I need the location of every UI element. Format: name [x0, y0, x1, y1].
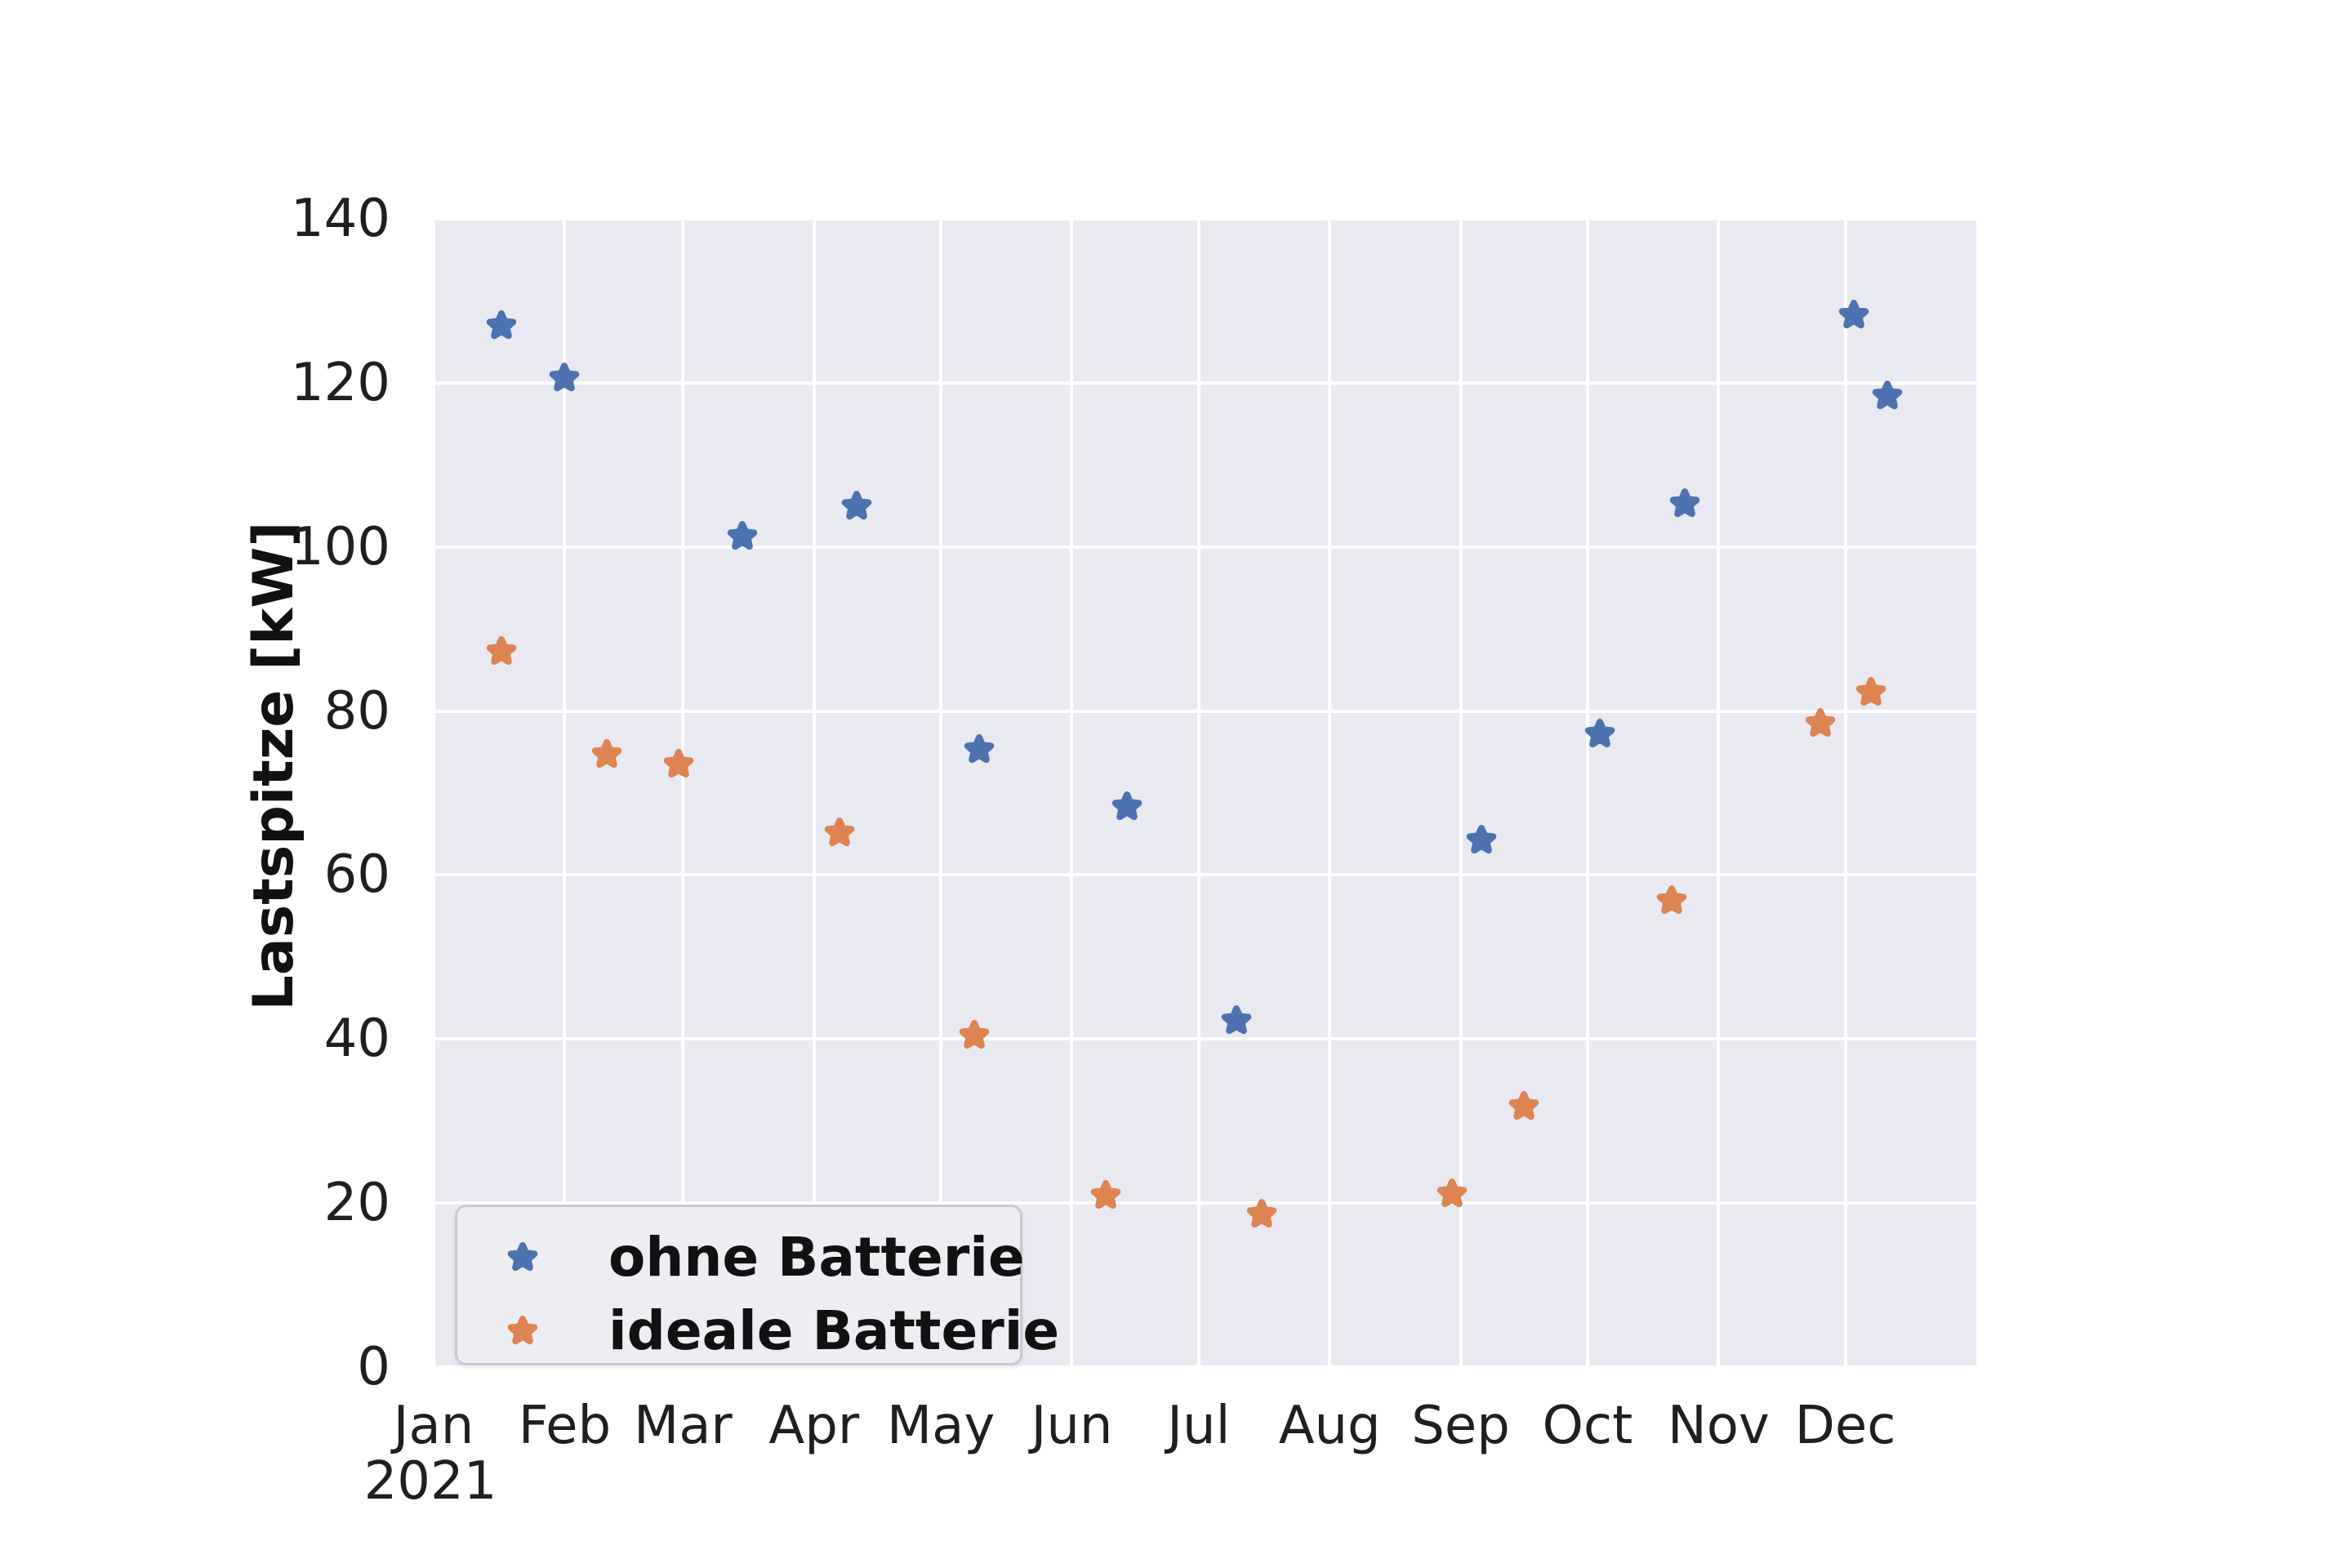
x-tick-label: Feb [518, 1396, 612, 1456]
h-gridline [434, 873, 1976, 877]
data-point-star [822, 815, 858, 851]
legend-item-label: ohne Batterie [608, 1226, 1025, 1289]
y-tick-label: 0 [357, 1337, 390, 1397]
data-point-star [1802, 706, 1838, 742]
h-gridline [434, 1037, 1976, 1041]
v-gridline [563, 219, 567, 1367]
v-gridline [939, 219, 943, 1367]
legend-item-label: ideale Batterie [608, 1299, 1060, 1362]
y-tick-label: 100 [290, 516, 390, 577]
x-tick-label: Jan [393, 1396, 474, 1456]
data-point-star [1869, 378, 1905, 414]
data-point-star [589, 737, 625, 773]
data-point-star [1654, 883, 1690, 919]
data-point-star [1506, 1089, 1542, 1125]
v-gridline [1328, 219, 1332, 1367]
legend-item-ohne-batterie: ohne Batterie [457, 1231, 1025, 1285]
x-tick-label: Aug [1278, 1396, 1381, 1456]
data-point-star [724, 519, 760, 555]
y-tick-label: 140 [290, 189, 390, 249]
data-point-star [483, 634, 519, 670]
data-point-star [1463, 822, 1499, 858]
v-gridline [1717, 219, 1721, 1367]
v-gridline [1459, 219, 1463, 1367]
x-axis-year-label: 2021 [363, 1451, 497, 1512]
x-tick-label: May [886, 1396, 996, 1456]
plot-area [434, 219, 1976, 1367]
h-gridline [434, 1365, 1976, 1367]
data-point-star [546, 360, 582, 396]
data-point-star [1088, 1178, 1124, 1214]
y-tick-label: 20 [323, 1173, 390, 1234]
y-tick-label: 80 [323, 680, 390, 742]
data-point-star [961, 732, 997, 768]
x-tick-label: Apr [768, 1396, 860, 1456]
v-gridline [812, 219, 816, 1367]
v-gridline [434, 219, 435, 1367]
legend-item-ideale-batterie: ideale Batterie [457, 1304, 1059, 1358]
data-point-star [1582, 716, 1618, 752]
data-point-star [1109, 789, 1145, 825]
y-tick-label: 40 [323, 1009, 390, 1070]
h-gridline [434, 709, 1976, 713]
v-gridline [1070, 219, 1074, 1367]
data-point-star [1244, 1196, 1280, 1232]
star-marker-icon [505, 1240, 541, 1276]
v-gridline [1585, 219, 1589, 1367]
x-tick-label: Nov [1667, 1396, 1770, 1456]
data-point-star [1434, 1176, 1470, 1212]
data-point-star [1218, 1003, 1254, 1039]
y-tick-label: 120 [290, 352, 390, 413]
data-point-star [1667, 486, 1703, 522]
v-gridline [681, 219, 685, 1367]
data-point-star [956, 1018, 992, 1054]
x-tick-label: Oct [1542, 1396, 1633, 1456]
x-tick-label: Jul [1167, 1396, 1231, 1456]
h-gridline [434, 381, 1976, 385]
data-point-star [1836, 297, 1872, 333]
data-point-star [483, 308, 519, 344]
x-tick-label: Sep [1411, 1396, 1510, 1456]
v-gridline [1843, 219, 1847, 1367]
data-point-star [839, 488, 875, 524]
y-tick-label: 60 [323, 844, 390, 906]
star-marker-icon [505, 1313, 541, 1349]
x-tick-label: Mar [633, 1396, 733, 1456]
data-point-star [661, 746, 697, 782]
data-point-star [1853, 675, 1889, 710]
x-tick-label: Jun [1031, 1396, 1113, 1456]
h-gridline [434, 1201, 1976, 1205]
legend: ohne Batterie ideale Batterie [455, 1205, 1059, 1365]
v-gridline [1196, 219, 1200, 1367]
x-tick-label: Dec [1794, 1396, 1896, 1456]
h-gridline [434, 219, 1976, 220]
h-gridline [434, 545, 1976, 549]
